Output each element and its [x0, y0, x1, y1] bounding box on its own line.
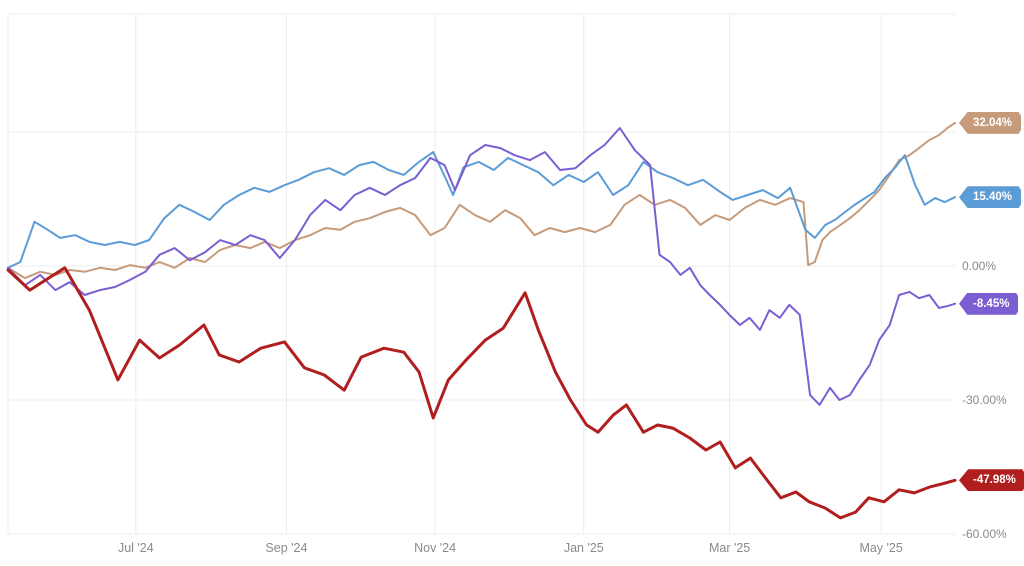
- series-badge-tan: 32.04%: [959, 111, 1022, 134]
- series-line-blue: [7, 151, 956, 269]
- y-axis-label: -30.00%: [962, 393, 1007, 407]
- x-axis-label: Nov '24: [414, 541, 456, 555]
- y-axis-label: 0.00%: [962, 259, 996, 273]
- series-line-purple: [7, 127, 956, 406]
- x-axis-label: Mar '25: [709, 541, 750, 555]
- x-axis-label: Jul '24: [118, 541, 154, 555]
- series-badge-blue: 15.40%: [959, 186, 1022, 209]
- series-line-red: [6, 266, 957, 520]
- series-line-tan: [7, 121, 956, 280]
- series-badge-red: -47.98%: [959, 469, 1024, 492]
- series-badge-purple: -8.45%: [959, 292, 1019, 315]
- y-axis-label: -60.00%: [962, 527, 1007, 541]
- x-axis-label: Jan '25: [564, 541, 604, 555]
- x-axis-label: May '25: [859, 541, 902, 555]
- x-axis-label: Sep '24: [265, 541, 307, 555]
